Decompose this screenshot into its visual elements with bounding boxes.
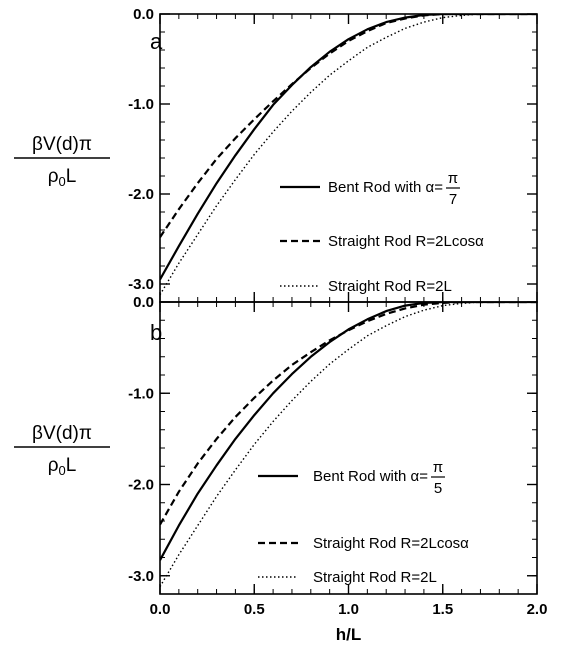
x-tick-label: 2.0 (527, 601, 548, 618)
series-line-dotted (160, 302, 537, 588)
series-line-dashed (160, 302, 537, 526)
series-line-dotted (160, 14, 537, 296)
y-axis-label-numerator: βV(d)π (32, 423, 92, 444)
x-tick-label: 1.0 (338, 601, 359, 618)
y-tick-label: -2.0 (128, 186, 154, 203)
y-tick-label: -1.0 (128, 385, 154, 402)
legend-label: Straight Rod R=2L (313, 569, 437, 586)
y-tick-label: -1.0 (128, 96, 154, 113)
panel-label: b (150, 320, 162, 345)
y-axis-label-denominator: ρ0L (48, 166, 77, 189)
series-line-solid (160, 14, 537, 281)
x-tick-label: 0.0 (150, 601, 171, 618)
legend-fraction-numerator: π (433, 459, 443, 476)
x-tick-label: 0.5 (244, 601, 265, 618)
series-line-dashed (160, 14, 537, 238)
x-axis-label: h/L (336, 625, 362, 644)
y-tick-label: 0.0 (133, 6, 154, 23)
y-axis-label-numerator: βV(d)π (32, 134, 92, 155)
panel-label: a (150, 29, 163, 54)
y-axis-label-denominator: ρ0L (48, 455, 77, 478)
x-tick-label: 1.5 (432, 601, 453, 618)
plot-frame (159, 13, 538, 303)
legend-fraction-numerator: π (448, 170, 458, 187)
series-line-solid (160, 302, 537, 561)
legend-label: Straight Rod R=2Lcosα (328, 233, 484, 250)
panel-b: 0.0 -1.0 -2.0 -3.0 0.0 0.5 1.0 1.5 2.0 b βV(d)π ρ0L… (14, 294, 547, 644)
legend-fraction-denominator: 5 (434, 480, 442, 497)
y-tick-label: -3.0 (128, 276, 154, 293)
y-tick-label: 0.0 (133, 294, 154, 311)
legend-label: Bent Rod with α= (328, 179, 443, 196)
legend-label: Straight Rod R=2L (328, 278, 452, 295)
y-tick-label: -3.0 (128, 568, 154, 585)
y-tick-label: -2.0 (128, 477, 154, 494)
panel-a: 0.0 -1.0 -2.0 -3.0 a βV(d)π ρ0L Bent Rod with α… (14, 6, 538, 303)
legend-label: Bent Rod with α= (313, 468, 428, 485)
legend-fraction-denominator: 7 (449, 191, 457, 208)
legend-label: Straight Rod R=2Lcosα (313, 535, 469, 552)
